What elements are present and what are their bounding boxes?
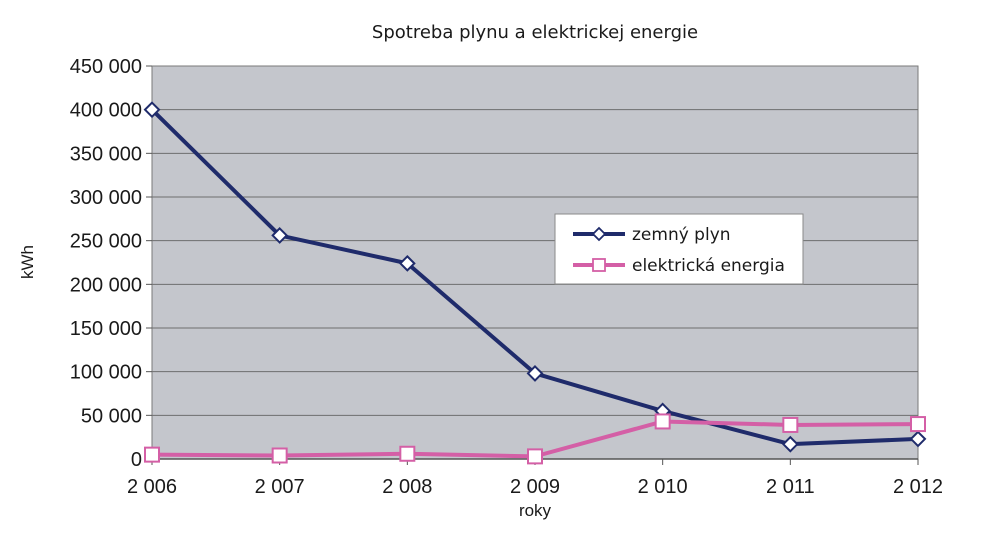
legend-box	[554, 213, 804, 285]
x-tick-label: 2 007	[255, 476, 305, 498]
y-tick-label: 400 000	[70, 100, 142, 122]
data-point-elektricka-energia	[654, 413, 671, 430]
x-tick-label: 2 006	[127, 476, 177, 498]
series-layer	[143, 101, 927, 465]
data-point-elektricka-energia	[144, 446, 160, 463]
data-point-elektricka-energia	[271, 447, 288, 464]
y-tick-label: 150 000	[70, 318, 142, 340]
x-tick-label: 2 010	[638, 476, 688, 498]
data-point-zemny-plyn	[143, 101, 161, 119]
data-point-zemny-plyn	[781, 435, 799, 453]
series-elektricka-energia	[144, 413, 926, 465]
data-point-zemny-plyn	[398, 254, 416, 272]
data-point-elektricka-energia	[910, 416, 926, 433]
data-point-elektricka-energia	[782, 416, 799, 433]
y-tick-label: 0	[131, 449, 142, 471]
data-point-elektricka-energia	[399, 445, 416, 462]
data-point-zemny-plyn	[526, 364, 544, 382]
y-axis-label: kWh	[18, 245, 37, 279]
y-axis-ticks: 0 50 000 100 000 150 000 200 000 250 000 300 0…	[70, 56, 152, 471]
y-tick-label: 250 000	[70, 231, 142, 253]
chart-title: Spotreba plynu a elektrickej energie	[372, 22, 698, 43]
x-axis-ticks: 2 006 2 007 2 008 2 009 2 010 2 011 2 012	[127, 459, 943, 498]
legend-label-elektricka-energia: elektrická energia	[632, 256, 785, 276]
y-tick-label: 450 000	[70, 56, 142, 78]
x-tick-label: 2 012	[893, 476, 943, 498]
data-point-zemny-plyn	[909, 430, 927, 448]
legend-marker-elektricka-energia	[592, 258, 606, 272]
x-axis-label: roky	[519, 501, 552, 520]
y-tick-label: 300 000	[70, 187, 142, 209]
legend-marker-zemny-plyn	[591, 226, 607, 242]
data-point-zemny-plyn	[271, 227, 289, 244]
legend: zemný plyn elektrická energia	[554, 213, 804, 285]
y-tick-label: 100 000	[70, 362, 142, 384]
series-zemny-plyn	[143, 101, 927, 453]
legend-label-zemny-plyn: zemný plyn	[632, 225, 731, 245]
x-tick-label: 2 011	[766, 476, 815, 498]
y-tick-label: 50 000	[81, 405, 142, 427]
y-tick-label: 200 000	[70, 274, 142, 296]
y-tick-label: 350 000	[70, 143, 142, 165]
data-point-elektricka-energia	[527, 448, 543, 465]
x-tick-label: 2 009	[510, 476, 560, 498]
x-tick-label: 2 008	[382, 476, 432, 498]
